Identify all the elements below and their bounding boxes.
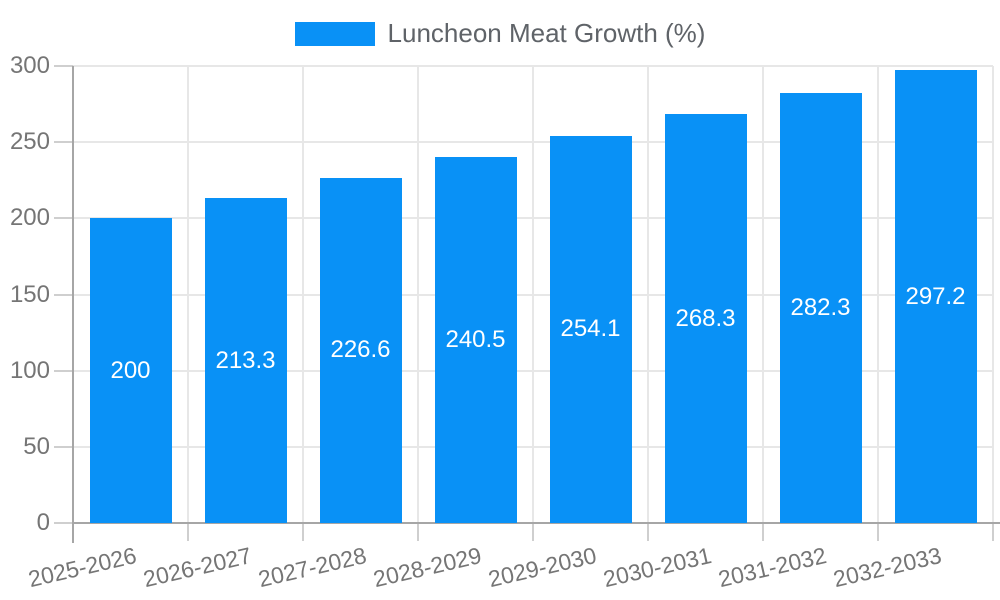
x-axis-tick — [302, 523, 304, 541]
x-axis-tick — [417, 523, 419, 541]
y-tick-label: 300 — [9, 52, 50, 79]
bar-value-label: 268.3 — [675, 304, 736, 332]
gridline-vertical — [877, 66, 879, 523]
bar-value-label: 226.6 — [330, 336, 391, 364]
x-tick-label: 2031-2032 — [715, 542, 829, 593]
y-tick-label: 0 — [36, 509, 50, 536]
x-tick-label: 2026-2027 — [140, 542, 254, 593]
x-axis-tick — [647, 523, 649, 541]
y-axis-tick — [54, 369, 73, 372]
x-tick-label: 2029-2030 — [485, 542, 599, 593]
gridline-vertical — [532, 66, 534, 523]
gridline-vertical — [417, 66, 419, 523]
y-axis-tick — [54, 141, 73, 144]
y-axis-tick — [54, 293, 73, 296]
y-tick-label: 150 — [9, 280, 50, 308]
x-tick-label: 2030-2031 — [600, 542, 714, 593]
x-tick-label: 2027-2028 — [255, 542, 369, 593]
bar[interactable] — [779, 92, 862, 523]
legend-swatch — [294, 21, 375, 46]
bar-value-label: 282.3 — [790, 293, 851, 321]
bar-value-label: 297.2 — [905, 282, 966, 310]
x-axis-line — [73, 522, 1000, 524]
bar-value-label: 200 — [110, 356, 151, 384]
y-axis-line — [72, 66, 74, 543]
bar[interactable] — [549, 135, 632, 523]
bar-value-label: 213.3 — [215, 346, 276, 374]
y-axis-tick — [54, 217, 73, 220]
bar[interactable] — [204, 198, 287, 523]
y-tick-label: 50 — [23, 432, 50, 460]
x-axis-tick — [877, 523, 879, 541]
y-tick-label: 250 — [9, 128, 50, 156]
gridline-vertical — [187, 66, 189, 523]
legend-label: Luncheon Meat Growth (%) — [387, 18, 706, 48]
gridline-vertical — [992, 66, 994, 523]
bar[interactable] — [664, 114, 747, 523]
bar[interactable] — [319, 177, 402, 523]
bar[interactable] — [434, 156, 517, 523]
y-tick-label: 200 — [9, 204, 50, 232]
gridline-vertical — [762, 66, 764, 523]
legend[interactable]: Luncheon Meat Growth (%) — [0, 18, 1000, 49]
x-axis-tick — [762, 523, 764, 541]
y-axis-tick — [54, 445, 73, 448]
bar-value-label: 240.5 — [445, 325, 506, 353]
x-tick-label: 2025-2026 — [25, 542, 139, 593]
y-axis-tick — [54, 522, 73, 524]
x-tick-label: 2032-2033 — [830, 542, 944, 593]
x-axis-tick — [992, 523, 994, 541]
x-axis-tick — [187, 523, 189, 541]
y-tick-label: 100 — [9, 356, 50, 384]
x-axis-tick — [532, 523, 534, 541]
y-axis-tick — [54, 65, 73, 67]
bar[interactable] — [89, 218, 172, 523]
bar[interactable] — [894, 70, 977, 523]
bar-value-label: 254.1 — [560, 315, 621, 343]
gridline-vertical — [302, 66, 304, 523]
gridline-vertical — [647, 66, 649, 523]
x-tick-label: 2028-2029 — [370, 542, 484, 593]
